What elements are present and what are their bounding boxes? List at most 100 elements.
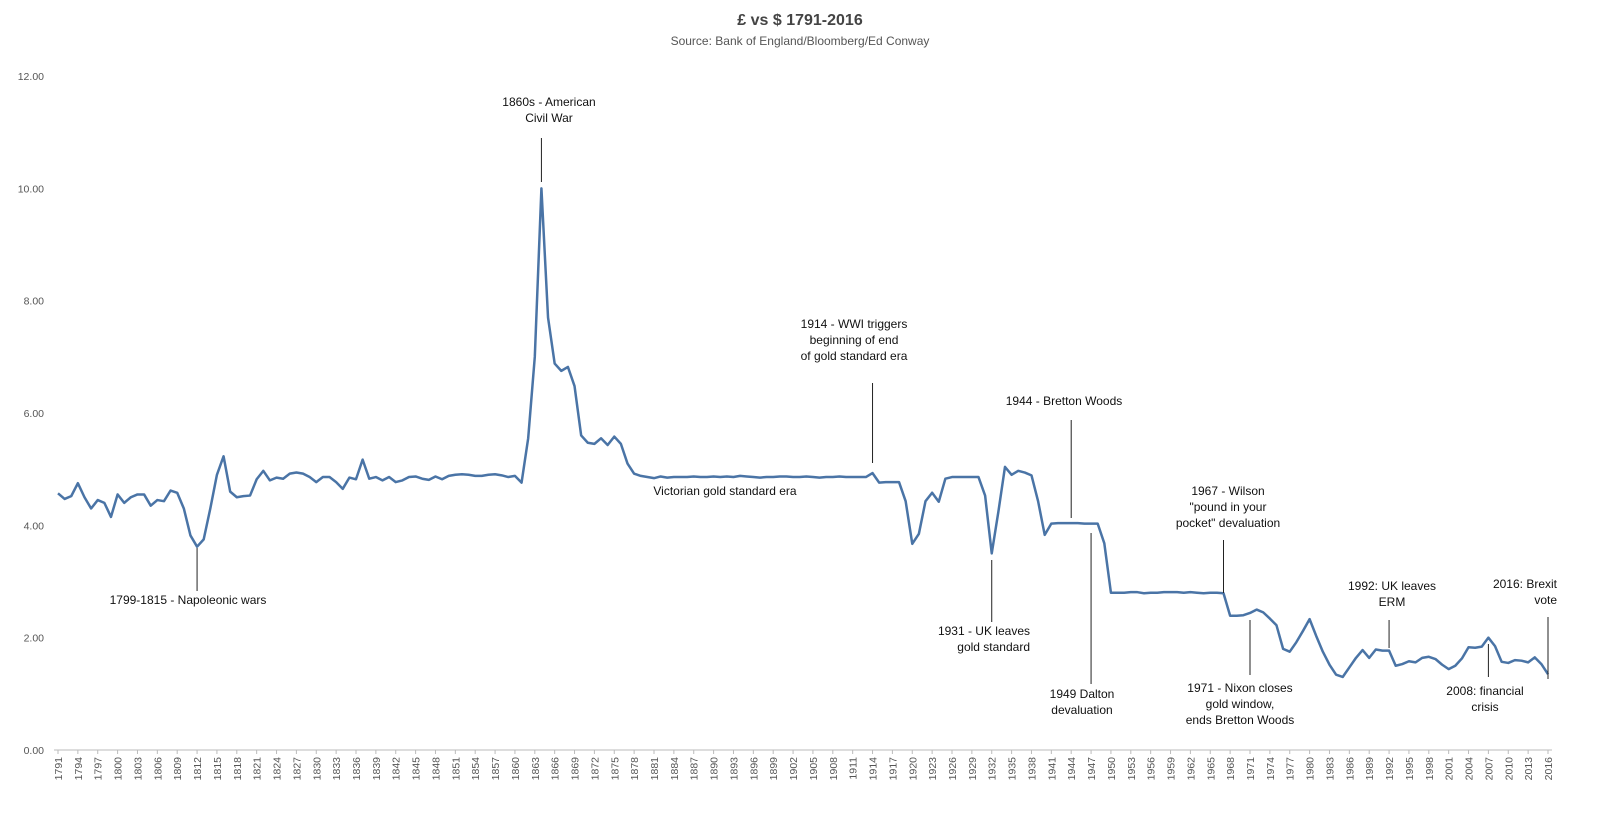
x-tick-label: 1953 xyxy=(1126,757,1138,781)
x-tick-label: 1848 xyxy=(430,757,442,781)
annotation-text: gold window, xyxy=(1206,697,1275,711)
x-tick-label: 1860 xyxy=(510,757,522,781)
x-tick-label: 1998 xyxy=(1424,757,1436,781)
annotation-text: 1971 - Nixon closes xyxy=(1187,681,1292,695)
x-tick-label: 1929 xyxy=(967,757,979,781)
annotation-text: 1799-1815 - Napoleonic wars xyxy=(110,593,267,607)
x-tick-label: 1869 xyxy=(570,757,582,781)
x-tick-label: 1944 xyxy=(1066,757,1078,781)
annotation-text: 2016: Brexit xyxy=(1493,577,1558,591)
x-tick-label: 1971 xyxy=(1245,757,1257,781)
x-tick-label: 2013 xyxy=(1523,757,1535,781)
annotation-text: 1931 - UK leaves xyxy=(938,624,1030,638)
x-tick-label: 1881 xyxy=(649,757,661,781)
x-tick-label: 2007 xyxy=(1483,757,1495,781)
chart-subtitle: Source: Bank of England/Bloomberg/Ed Con… xyxy=(671,34,930,48)
y-tick-label: 8.00 xyxy=(24,296,45,308)
x-tick-label: 1962 xyxy=(1185,757,1197,781)
x-tick-label: 1941 xyxy=(1046,757,1058,781)
annotation-text: 1860s - American xyxy=(502,95,595,109)
x-tick-label: 1800 xyxy=(113,757,125,781)
annotation-text: crisis xyxy=(1471,700,1498,714)
x-tick-label: 1857 xyxy=(490,757,502,781)
x-tick-label: 1908 xyxy=(828,757,840,781)
x-tick-label: 1977 xyxy=(1285,757,1297,781)
x-tick-label: 1797 xyxy=(93,757,105,781)
x-tick-label: 2010 xyxy=(1503,757,1515,781)
x-tick-label: 1911 xyxy=(848,757,860,780)
x-tick-label: 1986 xyxy=(1344,757,1356,781)
x-tick-label: 1956 xyxy=(1146,757,1158,781)
x-tick-label: 2016 xyxy=(1543,757,1555,781)
annotation-text: 1914 - WWI triggers xyxy=(801,317,908,331)
x-tick-label: 1938 xyxy=(1026,757,1038,781)
x-tick-label: 1980 xyxy=(1305,757,1317,781)
annotation-text: of gold standard era xyxy=(801,349,908,363)
annotation-text: vote xyxy=(1534,593,1557,607)
annotation-text: ERM xyxy=(1379,595,1406,609)
x-tick-label: 1989 xyxy=(1364,757,1376,781)
annotation-text: beginning of end xyxy=(810,333,899,347)
x-tick-label: 1833 xyxy=(331,757,343,781)
x-tick-label: 1917 xyxy=(887,757,899,781)
x-tick-label: 1866 xyxy=(550,757,562,781)
annotation-text: 1992: UK leaves xyxy=(1348,579,1436,593)
x-tick-label: 1974 xyxy=(1265,757,1277,781)
annotation-text: 1967 - Wilson xyxy=(1191,484,1264,498)
x-tick-label: 1842 xyxy=(391,757,403,781)
y-tick-label: 6.00 xyxy=(24,408,45,420)
x-tick-label: 1983 xyxy=(1324,757,1336,781)
x-tick-label: 1812 xyxy=(192,757,204,781)
x-tick-label: 1815 xyxy=(212,757,224,781)
x-tick-label: 2001 xyxy=(1444,757,1456,781)
y-tick-label: 4.00 xyxy=(24,520,45,532)
x-tick-label: 1845 xyxy=(411,757,423,781)
x-tick-label: 1950 xyxy=(1106,757,1118,781)
x-tick-label: 1863 xyxy=(530,757,542,781)
x-tick-label: 1935 xyxy=(1007,757,1019,781)
x-tick-label: 1965 xyxy=(1205,757,1217,781)
x-tick-label: 1992 xyxy=(1384,757,1396,781)
x-tick-label: 1887 xyxy=(689,757,701,781)
x-tick-label: 1920 xyxy=(907,757,919,781)
x-tick-label: 1854 xyxy=(470,757,482,781)
x-tick-label: 1899 xyxy=(768,757,780,781)
x-tick-label: 2004 xyxy=(1464,757,1476,781)
y-tick-label: 12.00 xyxy=(18,71,44,83)
x-tick-label: 1872 xyxy=(589,757,601,781)
x-tick-label: 1794 xyxy=(73,757,85,781)
x-tick-label: 1821 xyxy=(252,757,264,781)
x-tick-label: 1875 xyxy=(609,757,621,781)
annotation-text: Victorian gold standard era xyxy=(653,484,797,498)
x-tick-label: 1914 xyxy=(868,757,880,781)
x-tick-label: 1830 xyxy=(311,757,323,781)
chart-title: £ vs $ 1791-2016 xyxy=(737,12,863,29)
x-tick-label: 1968 xyxy=(1225,757,1237,781)
x-tick-label: 1878 xyxy=(629,757,641,781)
x-tick-label: 1836 xyxy=(351,757,363,781)
x-tick-label: 1851 xyxy=(450,757,462,781)
annotation-text: 1944 - Bretton Woods xyxy=(1006,394,1123,408)
annotation-text: "pound in your xyxy=(1190,500,1267,514)
x-tick-label: 1947 xyxy=(1086,757,1098,781)
x-tick-label: 1890 xyxy=(709,757,721,781)
x-tick-label: 1806 xyxy=(152,757,164,781)
x-tick-label: 1827 xyxy=(291,757,303,781)
x-tick-label: 1932 xyxy=(987,757,999,781)
annotation-text: gold standard xyxy=(957,640,1030,654)
x-tick-label: 1791 xyxy=(53,757,65,781)
x-tick-label: 1905 xyxy=(808,757,820,781)
x-tick-label: 1995 xyxy=(1404,757,1416,781)
x-tick-label: 1818 xyxy=(232,757,244,781)
x-tick-label: 1809 xyxy=(172,757,184,781)
x-tick-label: 1884 xyxy=(669,757,681,781)
x-tick-label: 1893 xyxy=(728,757,740,781)
x-tick-label: 1923 xyxy=(927,757,939,781)
y-tick-label: 2.00 xyxy=(24,633,45,645)
x-tick-label: 1896 xyxy=(748,757,760,781)
annotation-text: 2008: financial xyxy=(1446,684,1523,698)
annotation-text: ends Bretton Woods xyxy=(1186,713,1295,727)
x-tick-label: 1959 xyxy=(1166,757,1178,781)
x-tick-label: 1824 xyxy=(272,757,284,781)
